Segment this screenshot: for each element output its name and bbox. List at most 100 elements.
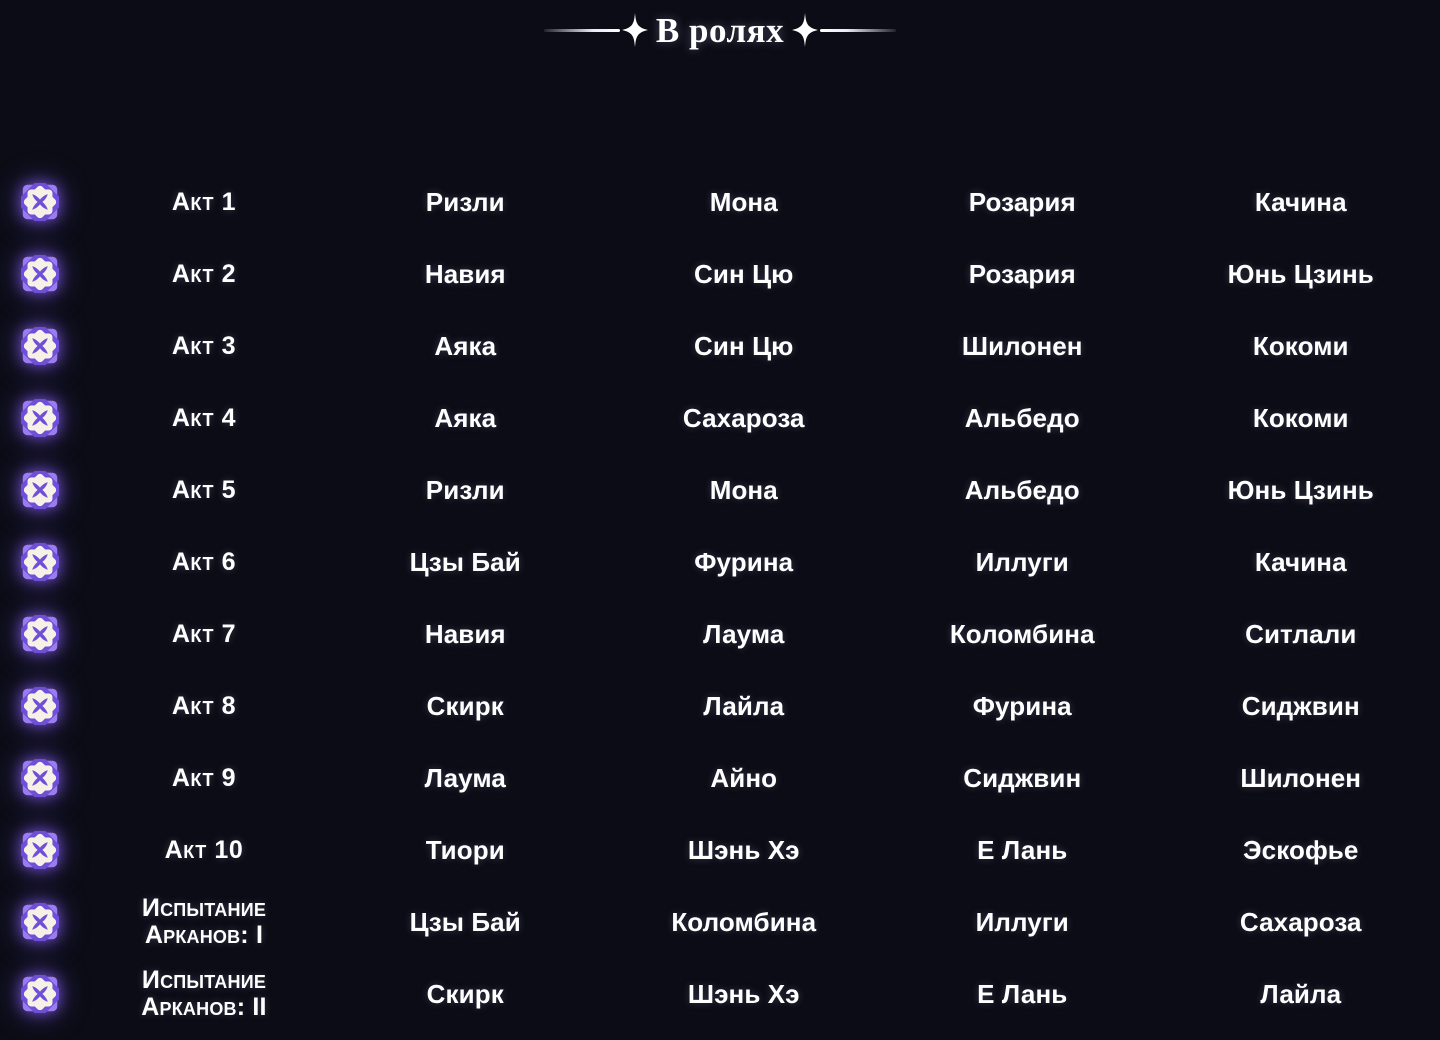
character-cell: Син Цю	[605, 310, 884, 382]
character-name: Шилонен	[961, 331, 1083, 361]
act-emblem-icon	[21, 759, 59, 797]
character-cell: Навия	[326, 238, 605, 310]
character-name: Цзы Бай	[409, 547, 521, 577]
character-name: Розария	[968, 259, 1076, 289]
character-cell: Шэнь Хэ	[605, 958, 884, 1030]
character-name: Юнь Цзинь	[1227, 475, 1374, 505]
table-row[interactable]: Акт 8 Скирк Лайла Фурина Сиджвин	[0, 670, 1440, 742]
character-name: Кокоми	[1252, 331, 1349, 361]
character-name: Альбедо	[964, 475, 1080, 505]
character-cell: Фурина	[605, 526, 884, 598]
act-cell: Акт 7	[80, 598, 326, 670]
table-row[interactable]: Акт 9 Лаума Айно Сиджвин Шилонен	[0, 742, 1440, 814]
character-cell: Навия	[326, 598, 605, 670]
character-cell: Е Лань	[883, 814, 1162, 886]
act-label: Акт 5	[171, 476, 237, 504]
character-name: Лайла	[1260, 979, 1342, 1009]
table-row[interactable]: Акт 7 Навия Лаума Коломбина Ситлали	[0, 598, 1440, 670]
character-cell: Розария	[883, 238, 1162, 310]
table-row[interactable]: Акт 6 Цзы Бай Фурина Иллуги Качина	[0, 526, 1440, 598]
character-cell: Е Лань	[883, 958, 1162, 1030]
character-name: Сахароза	[682, 403, 805, 433]
sparkle-icon	[790, 11, 820, 49]
table-row[interactable]: Акт 4 Аяка Сахароза Альбедо Кокоми	[0, 382, 1440, 454]
row-emblem-cell	[0, 670, 80, 742]
character-name: Кокоми	[1252, 403, 1349, 433]
character-name: Ситлали	[1245, 619, 1357, 649]
row-emblem-cell	[0, 814, 80, 886]
character-name: Скирк	[426, 691, 504, 721]
character-name: Фурина	[972, 691, 1072, 721]
row-emblem-cell	[0, 310, 80, 382]
act-cell: Акт 10	[80, 814, 326, 886]
character-name: Иллуги	[975, 907, 1069, 937]
character-cell: Коломбина	[883, 598, 1162, 670]
act-emblem-icon	[21, 471, 59, 509]
character-cell: Розария	[883, 166, 1162, 238]
character-cell: Иллуги	[883, 526, 1162, 598]
table-row[interactable]: Акт 10 Тиори Шэнь Хэ Е Лань Эскофье	[0, 814, 1440, 886]
character-name: Иллуги	[975, 547, 1069, 577]
character-cell: Ризли	[326, 454, 605, 526]
act-label: Акт 9	[171, 764, 237, 792]
page-title: В ролях	[655, 10, 785, 50]
table-row[interactable]: Испытание Арканов: II Скирк Шэнь Хэ Е Лань Л…	[0, 958, 1440, 1030]
character-name: Сиджвин	[1241, 691, 1360, 721]
table-row[interactable]: Акт 3 Аяка Син Цю Шилонен Кокоми	[0, 310, 1440, 382]
character-name: Аяка	[434, 403, 497, 433]
character-cell: Цзы Бай	[326, 886, 605, 958]
act-cell: Акт 6	[80, 526, 326, 598]
act-cell: Акт 9	[80, 742, 326, 814]
character-cell: Фурина	[883, 670, 1162, 742]
character-name: Альбедо	[964, 403, 1080, 433]
character-cell: Тиори	[326, 814, 605, 886]
table-row[interactable]: Испытание Арканов: I Цзы Бай Коломбина Иллу…	[0, 886, 1440, 958]
act-cell: Акт 3	[80, 310, 326, 382]
character-cell: Скирк	[326, 958, 605, 1030]
character-name: Скирк	[426, 979, 504, 1009]
table-row[interactable]: Акт 5 Ризли Мона Альбедо Юнь Цзинь	[0, 454, 1440, 526]
character-name: Сиджвин	[963, 763, 1082, 793]
character-name: Ризли	[425, 187, 505, 217]
character-name: Тиори	[425, 835, 505, 865]
character-cell: Альбедо	[883, 382, 1162, 454]
character-cell: Юнь Цзинь	[1162, 454, 1440, 526]
character-name: Шилонен	[1240, 763, 1362, 793]
act-emblem-icon	[21, 327, 59, 365]
act-emblem-icon	[21, 831, 59, 869]
act-emblem-icon	[21, 615, 59, 653]
character-cell: Цзы Бай	[326, 526, 605, 598]
character-name: Син Цю	[694, 259, 794, 289]
character-cell: Кокоми	[1162, 382, 1440, 454]
character-cell: Син Цю	[605, 238, 884, 310]
act-emblem-icon	[21, 399, 59, 437]
character-cell: Шэнь Хэ	[605, 814, 884, 886]
character-name: Качина	[1254, 187, 1347, 217]
table-row[interactable]: Акт 2 Навия Син Цю Розария Юнь Цзинь	[0, 238, 1440, 310]
row-emblem-cell	[0, 238, 80, 310]
act-label: Акт 7	[171, 620, 237, 648]
row-emblem-cell	[0, 526, 80, 598]
character-cell: Лайла	[1162, 958, 1440, 1030]
character-cell: Аяка	[326, 382, 605, 454]
table-row[interactable]: Акт 1 Ризли Мона Розария Качина	[0, 166, 1440, 238]
character-cell: Сахароза	[605, 382, 884, 454]
character-name: Коломбина	[671, 907, 817, 937]
character-cell: Кокоми	[1162, 310, 1440, 382]
character-name: Е Лань	[977, 835, 1068, 865]
row-emblem-cell	[0, 886, 80, 958]
character-name: Син Цю	[694, 331, 794, 361]
act-emblem-icon	[21, 903, 59, 941]
sparkle-icon	[620, 11, 650, 49]
character-cell: Шилонен	[1162, 742, 1440, 814]
character-cell: Лаума	[605, 598, 884, 670]
act-emblem-icon	[21, 975, 59, 1013]
character-cell: Скирк	[326, 670, 605, 742]
character-name: Цзы Бай	[409, 907, 521, 937]
character-name: Юнь Цзинь	[1227, 259, 1374, 289]
page-header: В ролях	[0, 0, 1440, 60]
act-cell: Испытание Арканов: II	[80, 958, 326, 1030]
character-name: Е Лань	[977, 979, 1068, 1009]
character-cell: Ризли	[326, 166, 605, 238]
row-emblem-cell	[0, 958, 80, 1030]
